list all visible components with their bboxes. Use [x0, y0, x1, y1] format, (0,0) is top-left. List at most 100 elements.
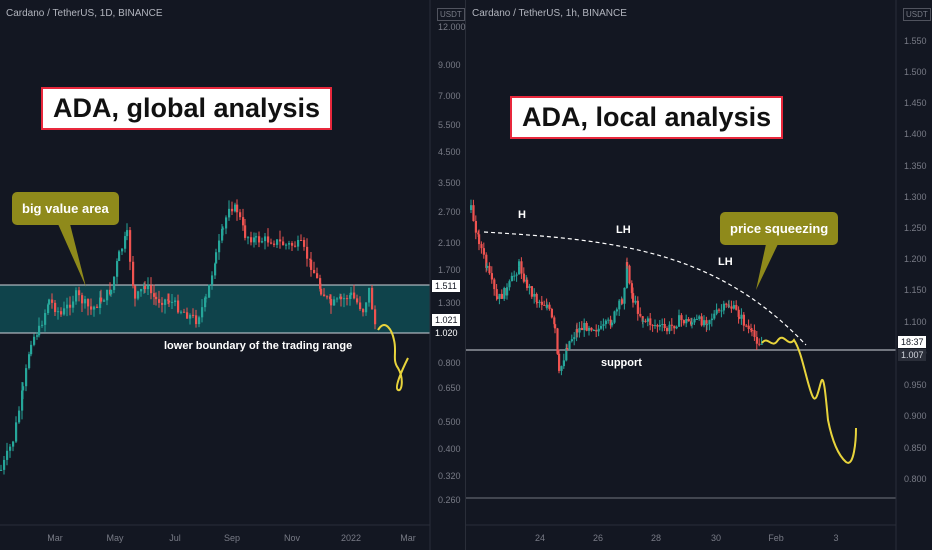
left-candle: [208, 284, 211, 298]
left-candle: [44, 313, 47, 325]
right-candle: [510, 275, 513, 282]
right-candle: [700, 316, 703, 326]
left-candle: [362, 309, 365, 313]
right-candle: [486, 265, 489, 268]
left-candle: [309, 258, 312, 260]
left-axis-label: 12.000: [438, 22, 466, 32]
left-candle: [167, 299, 170, 301]
right-candle: [482, 248, 485, 255]
left-candle: [18, 410, 21, 423]
left-candle: [198, 317, 201, 325]
right-callout: price squeezing: [720, 212, 839, 245]
left-candle: [69, 304, 72, 308]
left-candle: [171, 301, 174, 303]
left-title: ADA, global analysis: [41, 87, 333, 130]
right-candle: [548, 304, 551, 309]
left-candle: [161, 302, 164, 305]
left-candle: [211, 275, 214, 285]
left-candle: [218, 240, 221, 253]
left-candle: [129, 230, 132, 262]
left-x-axis-label: Mar: [400, 533, 416, 543]
right-candle: [485, 254, 488, 268]
right-candle: [558, 353, 561, 371]
left-candle: [253, 237, 256, 243]
right-axis-label: 1.450: [904, 98, 927, 108]
right-candle: [715, 309, 718, 314]
left-candle: [258, 236, 261, 243]
right-x-axis-label: Feb: [768, 533, 784, 543]
left-x-axis-label: Jul: [169, 533, 181, 543]
left-axis-label: 0.500: [438, 417, 461, 427]
left-callout-pointer: [58, 224, 86, 287]
right-candle: [673, 325, 676, 329]
left-axis-label: 5.500: [438, 120, 461, 130]
left-price-tag-bg: [432, 327, 460, 339]
left-axis-label: 7.000: [438, 91, 461, 101]
right-axis-label: 1.100: [904, 317, 927, 327]
right-candle: [682, 320, 685, 324]
right-candle: [597, 328, 600, 332]
right-candle: [644, 320, 647, 322]
right-candle: [565, 348, 568, 361]
left-axis-label: 9.000: [438, 60, 461, 70]
right-candle: [642, 320, 645, 322]
right-candle: [543, 304, 546, 306]
left-axis-label: 0.800: [438, 358, 461, 368]
left-candle: [353, 292, 356, 299]
right-candle: [518, 266, 521, 275]
right-candle: [703, 320, 706, 326]
left-candle: [93, 306, 96, 310]
right-chart-svg[interactable]: 1.550 1.500 1.450 1.400 1.350 1.300 1.250 1.200…: [466, 0, 932, 550]
left-chart-svg[interactable]: 12.000 9.000 7.000 5.500 4.500 3.500 2.700 2.10…: [0, 0, 466, 550]
left-candle: [75, 290, 78, 302]
right-candle: [556, 328, 559, 354]
right-candle: [646, 318, 649, 322]
left-candle: [195, 315, 198, 325]
right-chart-panel[interactable]: 1.550 1.500 1.450 1.400 1.350 1.300 1.250 1.200…: [466, 0, 932, 550]
right-candle: [488, 265, 491, 274]
left-candle: [100, 297, 103, 302]
right-candle: [706, 324, 709, 326]
right-candle: [583, 322, 586, 331]
right-candle: [585, 322, 588, 331]
right-title: ADA, local analysis: [510, 96, 784, 139]
right-axis-label: 1.300: [904, 192, 927, 202]
right-axis-label: 1.400: [904, 129, 927, 139]
left-candle: [222, 228, 225, 230]
left-candle: [110, 289, 113, 295]
left-chart-panel[interactable]: 12.000 9.000 7.000 5.500 4.500 3.500 2.700 2.10…: [0, 0, 466, 550]
left-candle: [87, 299, 90, 307]
right-time-tag: 18:37: [901, 337, 924, 347]
left-candle: [270, 242, 273, 244]
left-axis-label: 0.260: [438, 495, 461, 505]
left-x-axis-label: Nov: [284, 533, 301, 543]
right-candle: [602, 324, 605, 326]
left-value-area: [0, 285, 430, 333]
right-candle: [546, 304, 549, 308]
right-candle: [623, 287, 626, 304]
right-candle: [538, 301, 541, 303]
left-candle: [326, 296, 329, 298]
left-candle: [15, 422, 18, 442]
right-candle: [578, 327, 581, 333]
left-candle: [204, 297, 207, 308]
right-price-tag: 1.007: [901, 350, 924, 360]
right-candle: [658, 324, 661, 327]
left-candle: [36, 335, 39, 337]
right-candle: [536, 302, 539, 304]
right-candle: [753, 330, 756, 337]
right-candle: [480, 244, 483, 249]
left-candle: [336, 298, 339, 300]
left-candle: [41, 324, 44, 326]
left-candle: [84, 299, 87, 304]
right-candle: [634, 300, 637, 303]
right-candle: [490, 273, 493, 280]
right-axis-label: 0.800: [904, 474, 927, 484]
right-label-support: support: [601, 357, 642, 369]
left-candle: [164, 299, 167, 305]
left-candle: [51, 299, 54, 303]
right-candle: [554, 324, 557, 329]
left-axis-label: 2.100: [438, 238, 461, 248]
left-price-tag: 1.021: [435, 315, 458, 325]
left-axis-label: 1.700: [438, 265, 461, 275]
